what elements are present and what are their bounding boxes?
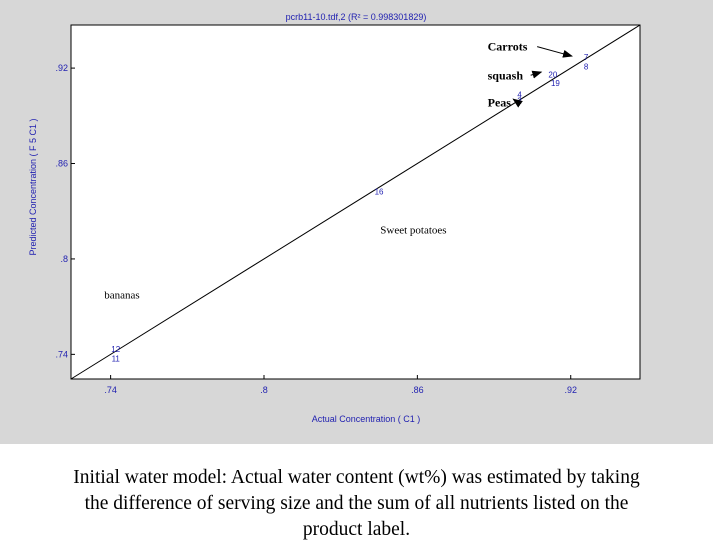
annotation-label: Carrots	[488, 40, 528, 54]
data-point-label: 7	[584, 53, 589, 62]
x-tick-label: .92	[564, 385, 577, 395]
data-point-label: 16	[375, 187, 384, 196]
figure-caption: Initial water model: Actual water conten…	[0, 465, 713, 543]
caption-line-3: product label.	[302, 519, 411, 540]
annotation-arrow	[512, 98, 523, 108]
annotation-arrow	[530, 70, 543, 79]
data-point-label: 20	[548, 70, 557, 79]
annotation-label: squash	[488, 68, 524, 82]
x-tick-label: .86	[411, 385, 424, 395]
y-tick-label: .74	[55, 349, 68, 359]
y-tick-label: .86	[55, 159, 68, 169]
annotation-label: bananas	[104, 290, 139, 302]
y-axis-label: Predicted Concentration ( F 5 C1 )	[28, 118, 38, 255]
y-tick-label: .8	[60, 254, 68, 264]
caption-line-2: the difference of serving size and the s…	[84, 493, 629, 514]
data-point-label: 11	[112, 354, 121, 363]
chart-title: pcrb11-10.tdf,2 (R² = 0.998301829)	[286, 12, 427, 22]
data-point-label: 8	[584, 63, 589, 72]
data-point-label: 4	[517, 90, 522, 99]
data-point-label: 19	[551, 79, 560, 88]
x-tick-label: .8	[260, 385, 268, 395]
fit-line	[70, 24, 641, 380]
annotation-label: Peas	[488, 95, 512, 109]
x-axis-label: Actual Concentration ( C1 )	[312, 414, 421, 424]
caption-line-1: Initial water model: Actual water conten…	[73, 467, 640, 488]
annotation-arrow	[537, 46, 573, 58]
data-point-label: 3	[517, 97, 522, 106]
data-point-label: 12	[111, 345, 120, 354]
x-tick-label: .74	[104, 385, 117, 395]
y-tick-label: .92	[55, 63, 68, 73]
annotation-label: Sweet potatoes	[380, 225, 446, 237]
